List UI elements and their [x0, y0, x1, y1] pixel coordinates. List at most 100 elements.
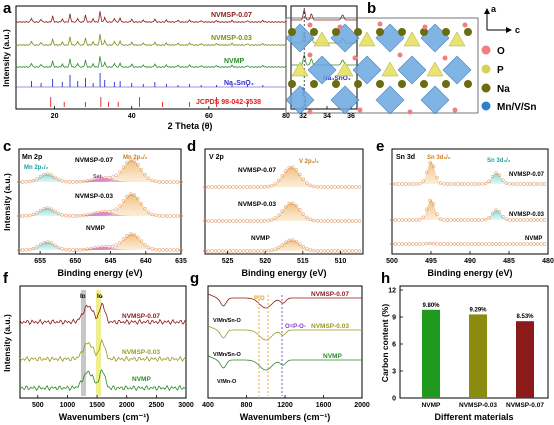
panel-d-point-0: [217, 185, 221, 189]
panel-d-point-0: [259, 185, 263, 189]
structure-octahedron-8: [285, 85, 315, 115]
panel-c-fit-0-0: [15, 174, 79, 182]
panel-e-point-1: [459, 218, 464, 222]
panel-d-point-1: [308, 217, 313, 222]
panel-e-point-1: [473, 218, 477, 222]
panel-d-point-0: [319, 185, 323, 189]
panel-d-xticks: 525 520 515 510: [222, 251, 346, 265]
panel-d-point-2: [319, 249, 323, 253]
panel-c-x-ticklabel-655: 655: [34, 258, 46, 265]
panel-e-fit-2-0: [414, 243, 448, 244]
panel-c-point-0: [179, 180, 183, 184]
panel-c-point-2: [132, 232, 136, 237]
panel-c-point-2: [100, 245, 104, 249]
panel-e-point-2: [442, 242, 446, 246]
panel-d-title: V 2p: [209, 154, 224, 161]
panel-d-chart: V 2p V 2p₃/₂ NVMSP-0.07 NVMSP-0.03 NVMP …: [203, 148, 364, 278]
panel-g-x-ticklabel-1600: 1600: [316, 402, 332, 409]
panel-c-x-ticklabel-650: 650: [70, 258, 82, 265]
panel-c-point-0: [96, 176, 100, 181]
panel-c-xlabel: Binding energy (eV): [57, 268, 142, 278]
structure-na-top-2: [332, 28, 340, 36]
panel-c-point-0: [107, 175, 111, 180]
panel-e-point-0: [501, 178, 505, 182]
panel-d-point-2: [220, 249, 225, 253]
panel-d-point-1: [354, 219, 358, 223]
panel-d-point-0: [206, 185, 211, 189]
panel-d-point-2: [245, 249, 249, 253]
panel-d-point-0: [241, 185, 246, 189]
panel-c-ann-mn32: Mn 2p₃/₂: [123, 155, 148, 161]
panel-d-point-2: [273, 247, 277, 251]
structure-atoms: [285, 21, 472, 115]
panel-c-point-2: [64, 247, 68, 252]
panel-c-point-0: [67, 180, 72, 184]
panel-c-point-0: [89, 178, 93, 182]
panel-c-series-1: NVMSP-0.03: [75, 193, 113, 200]
panel-f-ann-id: Iᴅ: [80, 293, 86, 300]
panel-e-point-1: [466, 218, 471, 222]
panel-e-point-0: [400, 182, 405, 186]
panel-c-point-0: [172, 180, 176, 184]
panel-c-point-0: [132, 159, 136, 163]
panel-h-ylabel: Carbon content (%): [380, 304, 390, 383]
panel-e-point-0: [459, 182, 464, 186]
panel-c-point-1: [74, 214, 79, 218]
panel-e-point-1: [390, 218, 394, 222]
panel-d-point-1: [245, 219, 249, 223]
panel-c-x-ticklabel-645: 645: [105, 258, 117, 265]
panel-c-point-1: [128, 192, 133, 196]
panel-c-point-2: [89, 246, 93, 251]
panel-e-point-1: [397, 218, 401, 222]
panel-g-trace-0: [207, 293, 362, 309]
panel-c-fit-1-0: [15, 208, 79, 216]
panel-d-point-0: [280, 174, 284, 178]
panel-a-legend-nvmp: NVMP: [224, 58, 245, 65]
panel-e-point-1: [494, 208, 498, 212]
panel-e-point-1: [424, 207, 429, 212]
panel-c-point-1: [121, 199, 126, 203]
panel-e-point-2: [393, 242, 398, 246]
panel-d-point-2: [203, 249, 207, 253]
panel-e-point-0: [515, 182, 519, 186]
structure-octahedron-5: [352, 55, 382, 85]
panel-c-point-1: [110, 209, 115, 213]
panel-d-point-1: [269, 218, 274, 222]
panel-c-point-0: [46, 172, 50, 176]
panel-e-point-2: [532, 242, 536, 246]
panel-c-point-0: [35, 177, 39, 181]
panel-d-point-0: [333, 185, 337, 189]
panel-f-trace-2: [19, 369, 187, 392]
panel-e-series-0: NVMSP-0.07: [509, 172, 545, 178]
panel-e-point-1: [476, 218, 481, 222]
panel-c-fit-1-1: [61, 212, 146, 216]
panel-d-point-0: [287, 165, 292, 170]
panel-c-point-0: [161, 180, 165, 184]
panel-e-point-2: [487, 242, 491, 246]
panel-e-point-0: [473, 182, 477, 186]
structure-na-top-8: [464, 28, 472, 36]
panel-d-point-1: [301, 212, 306, 216]
panel-c-point-2: [107, 245, 111, 249]
panel-d-point-1: [252, 219, 256, 223]
panel-c-point-2: [60, 247, 64, 251]
panel-d-point-1: [266, 218, 270, 223]
panel-c-point-0: [136, 162, 140, 167]
panel-e-point-0: [508, 182, 512, 186]
panel-a-trace-0: [15, 11, 287, 23]
panel-c-point-0: [20, 180, 25, 184]
panel-e-point-1: [480, 218, 484, 222]
panel-d-x-ticklabel-525: 525: [222, 258, 234, 265]
structure-octahedron-4: [307, 55, 337, 85]
panel-f-x-ticklabel-500: 500: [32, 402, 44, 409]
panel-g-x-ticklabel-1200: 1200: [277, 402, 293, 409]
panel-c-point-2: [96, 245, 100, 250]
panel-e-point-0: [476, 182, 481, 186]
panel-d-point-0: [210, 185, 214, 189]
panel-c-point-2: [139, 239, 144, 243]
panel-e-point-1: [501, 214, 505, 219]
panel-f-legend-0: NVMSP-0.07: [122, 313, 160, 320]
panel-d-xps-fits: [203, 165, 362, 253]
panel-g-chart: P-O O=P-O- V/Mn/Sn-O V/Mn/Sn-O V/Mn-O NV…: [202, 285, 370, 422]
panel-c-point-2: [103, 245, 108, 249]
